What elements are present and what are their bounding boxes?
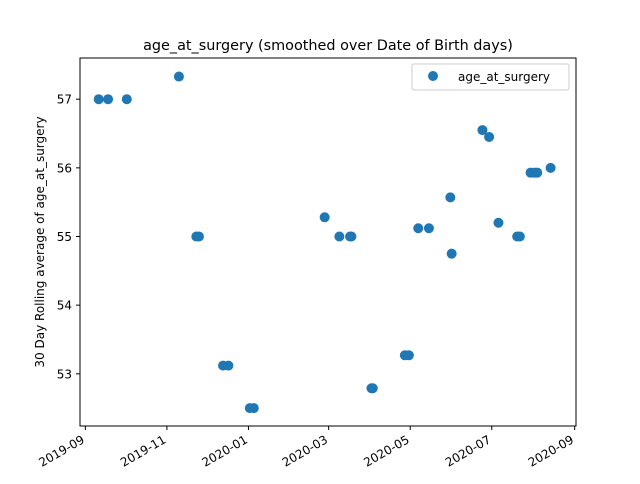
data-point: [423, 223, 434, 234]
data-point: [334, 231, 345, 242]
data-point: [445, 192, 456, 203]
y-tick-label: 55: [57, 230, 72, 244]
data-point: [493, 217, 504, 228]
data-point: [367, 383, 378, 394]
axes-frame: [79, 57, 577, 427]
x-tick-label: 2020-09: [526, 432, 576, 469]
data-point: [477, 125, 488, 136]
x-tick-label: 2020-01: [200, 432, 250, 469]
x-tick-label: 2020-07: [443, 432, 493, 469]
y-tick-label: 54: [57, 299, 72, 313]
x-tick-label: 2020-05: [361, 432, 411, 469]
x-tick-label: 2019-11: [118, 432, 168, 469]
data-point: [193, 231, 204, 242]
data-point: [223, 360, 234, 371]
data-point: [121, 94, 132, 105]
legend: age_at_surgery: [411, 63, 570, 91]
data-point: [545, 162, 556, 173]
plot-area: 2019-09 2019-11 2020-01 2020-03 2020-05 2020-…: [36, 71, 576, 470]
chart-title: age_at_surgery (smoothed over Date of Bi…: [143, 38, 513, 54]
data-point: [346, 231, 357, 242]
legend-marker: [428, 71, 438, 81]
data-point: [103, 94, 114, 105]
y-tick-label: 57: [57, 93, 72, 107]
legend-box: [411, 63, 570, 91]
data-point: [173, 71, 184, 82]
data-point: [484, 131, 495, 142]
y-tick-label: 53: [57, 367, 72, 381]
x-tick-label: 2019-09: [36, 432, 86, 469]
x-tick-label: 2020-03: [280, 432, 330, 469]
legend-label: age_at_surgery: [458, 70, 550, 84]
data-point: [514, 231, 525, 242]
data-point: [532, 167, 543, 178]
y-axis-label: 30 Day Rolling average of age_at_surgery: [33, 116, 47, 367]
data-point: [413, 223, 424, 234]
data-point: [319, 212, 330, 223]
y-tick-label: 56: [57, 161, 72, 175]
data-point: [403, 350, 414, 361]
data-point: [93, 94, 104, 105]
data-point: [248, 403, 259, 414]
data-point: [446, 248, 457, 259]
